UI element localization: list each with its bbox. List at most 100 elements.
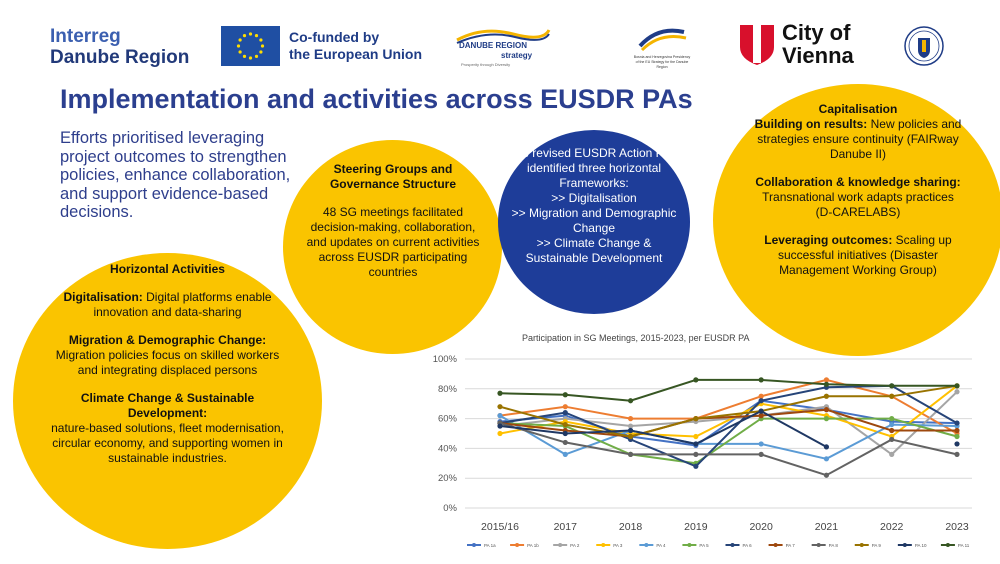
series-point [823, 407, 830, 413]
legend-marker [902, 543, 907, 547]
series-point [562, 392, 568, 398]
legend-marker [816, 543, 821, 547]
series-point [823, 444, 830, 450]
series-point [889, 416, 895, 422]
y-tick-label: 0% [443, 503, 457, 514]
legend-marker [558, 543, 563, 547]
horizontal-item2-label: Migration & Demographic Change: [68, 333, 267, 347]
revised-item-digitalisation: >> Digitalisation [551, 191, 637, 205]
series-point [823, 393, 830, 399]
series-point [954, 441, 960, 447]
x-tick-label: 2022 [880, 521, 904, 533]
x-tick-label: 2017 [554, 521, 578, 533]
series-point [823, 456, 830, 462]
legend-marker [773, 543, 778, 547]
series-point [889, 383, 895, 389]
series-point [758, 393, 764, 399]
horizontal-item2-text: Migration policies focus on skilled work… [55, 348, 280, 377]
series-point [758, 451, 764, 457]
eu-cofunded-text: Co-funded by the European Union [289, 29, 422, 63]
series-point [562, 451, 568, 457]
presidency-text: Bosnia and Herzegovina Presidency of the… [633, 55, 691, 69]
legend-marker [859, 543, 864, 547]
vienna-line1: City of [782, 20, 851, 45]
x-tick-label: 2019 [684, 521, 708, 533]
legend-label: PA 3 [613, 543, 623, 548]
series-line [499, 378, 958, 435]
capitalisation-p2-text: Transnational work adapts practices (D-C… [762, 190, 954, 219]
legend-label: PA 1b [527, 543, 539, 548]
series-line [499, 378, 957, 402]
legend-label: PA 6 [743, 543, 753, 548]
series-point [693, 416, 699, 422]
vienna-line2: Vienna [782, 43, 854, 68]
presidency-logo: Bosnia and Herzegovina Presidency of the… [630, 22, 692, 72]
series-point [889, 427, 895, 434]
series-point [627, 423, 634, 429]
legend-marker [945, 543, 950, 547]
capitalisation-p1-label: Building on results: [754, 117, 868, 131]
legend-marker [472, 543, 476, 547]
legend-label: PA 2 [570, 543, 580, 548]
capitalisation-p3-text: Scaling up successful initiatives (Disas… [777, 233, 952, 277]
capitalisation-p3: Leveraging outcomes: Scaling up successf… [754, 233, 962, 278]
steering-body: 48 SG meetings facilitated decision-maki… [306, 205, 480, 279]
vienna-shield-icon [740, 25, 774, 65]
legend-marker [730, 543, 735, 547]
steering-heading: Steering Groups and Governance Structure [329, 162, 457, 191]
chart-title: Participation in SG Meetings, 2015-2023,… [522, 333, 750, 343]
capitalisation-p1: Building on results: New policies and st… [754, 117, 962, 162]
series-point [693, 433, 699, 440]
series-point [758, 441, 764, 447]
series-line [499, 385, 958, 438]
series-point [497, 413, 503, 419]
series-line [499, 408, 957, 438]
capitalisation-circle: Capitalisation Building on results: New … [713, 84, 1000, 356]
legend-label: PA 5 [699, 543, 709, 548]
series-point [889, 421, 895, 428]
danube-wave-icon [456, 29, 551, 44]
danube-strategy-line2: strategy [501, 51, 533, 60]
series-point [497, 404, 503, 410]
series-point [758, 377, 764, 383]
series-point [497, 390, 503, 396]
series-point [562, 421, 568, 428]
x-tick-label: 2020 [749, 521, 773, 533]
romania-government-seal-icon [904, 22, 944, 70]
series-point [562, 439, 568, 446]
horizontal-item1-label: Digitalisation: [63, 290, 143, 304]
steering-groups-circle: Steering Groups and Governance Structure… [283, 140, 502, 354]
series-point [627, 416, 634, 422]
series-point [693, 441, 699, 447]
series-point [758, 413, 764, 419]
series-point [954, 420, 960, 426]
series-point [954, 451, 960, 457]
series-point [889, 393, 895, 399]
horizontal-item1-text: Digital platforms enable innovation and … [93, 290, 272, 319]
vienna-logo-text: City of Vienna [782, 21, 854, 67]
y-tick-label: 20% [438, 473, 458, 484]
series-line [499, 384, 958, 438]
y-tick-label: 100% [433, 354, 458, 365]
series-point [954, 389, 960, 395]
eu-flag-icon [221, 26, 280, 66]
legend-label: PA 1a [484, 543, 496, 548]
series-line [499, 414, 958, 460]
series-point [627, 398, 634, 404]
legend-marker [601, 543, 606, 547]
series-point [627, 451, 634, 457]
legend-label: PA 9 [872, 543, 882, 548]
capitalisation-heading: Capitalisation [818, 102, 898, 116]
legend-label: PA 10 [915, 543, 927, 548]
capitalisation-p2-label: Collaboration & knowledge sharing: [755, 175, 961, 189]
y-tick-label: 80% [438, 384, 458, 395]
series-point [693, 451, 699, 457]
series-point [954, 433, 960, 440]
legend-marker [687, 543, 692, 547]
interreg-logo-line1: Interreg [50, 26, 121, 47]
legend-label: PA 4 [656, 543, 666, 548]
y-tick-label: 60% [438, 414, 458, 425]
series-point [758, 408, 764, 414]
series-point [562, 410, 568, 416]
horizontal-heading: Horizontal Activities [110, 262, 225, 276]
